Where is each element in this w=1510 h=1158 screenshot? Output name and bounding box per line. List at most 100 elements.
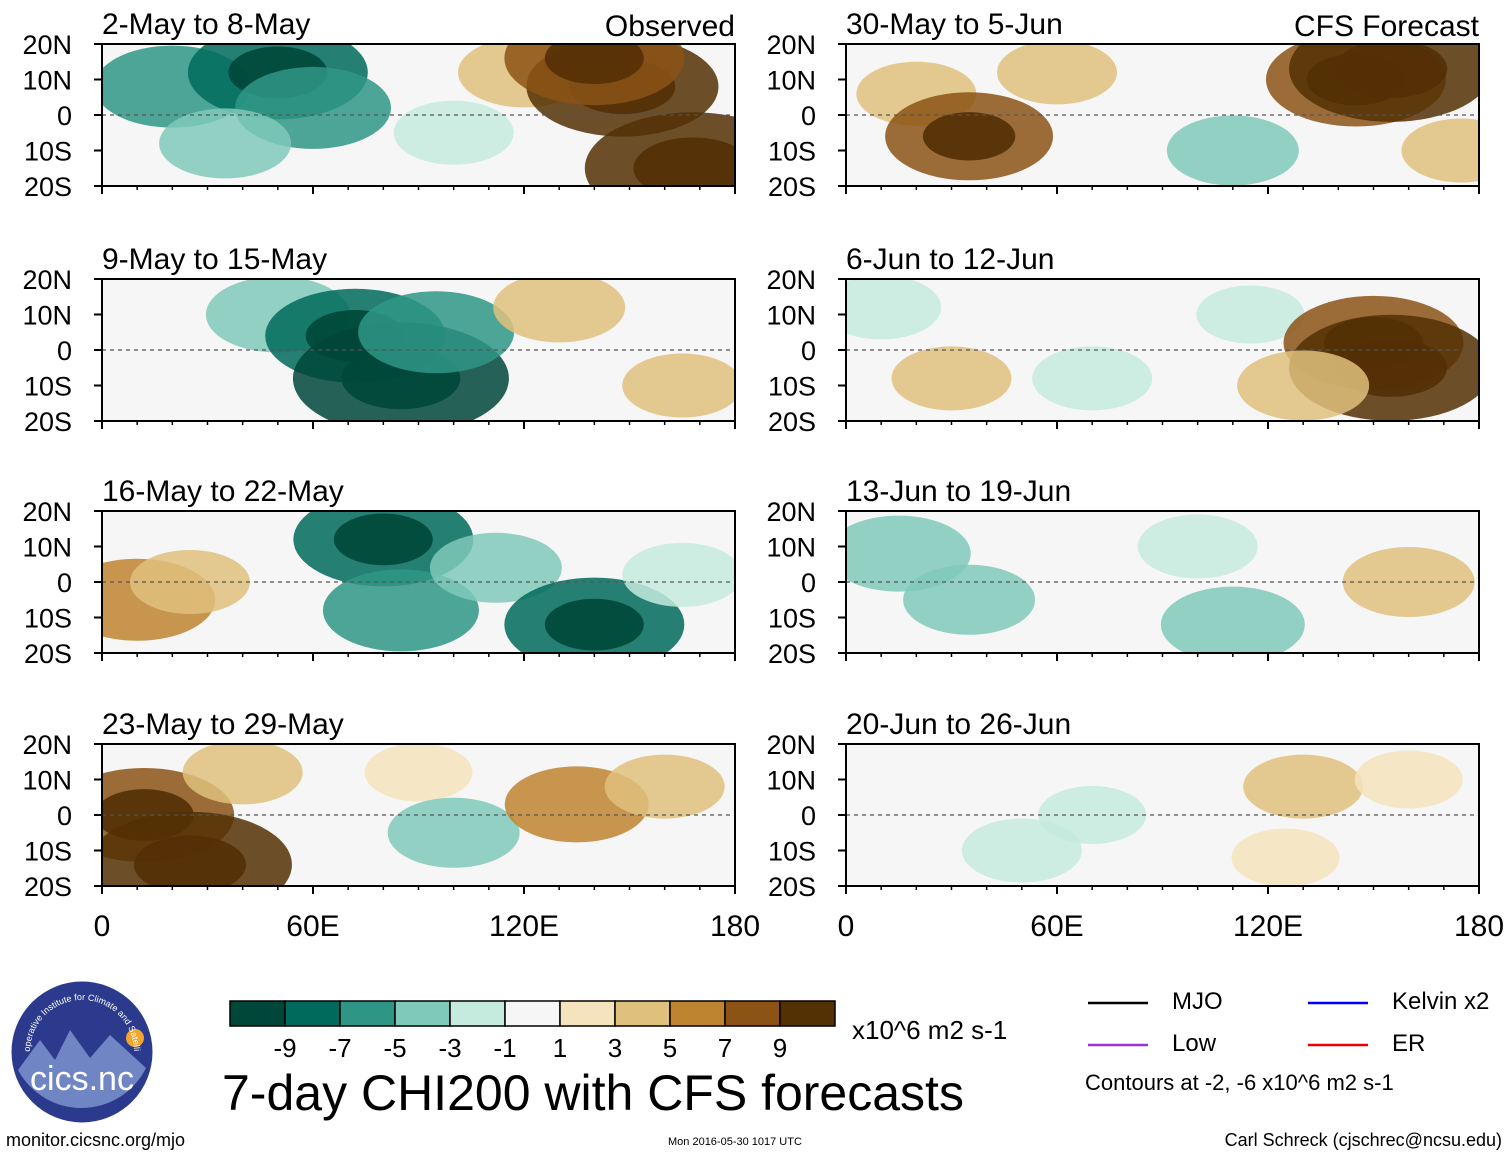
logo-rim xyxy=(8,978,156,1126)
legend-label-kelvin: Kelvin x2 xyxy=(1392,988,1490,1015)
anomaly-blob xyxy=(1038,786,1147,844)
anomaly-blob xyxy=(903,564,1036,635)
panel-title: 16-May to 22-May xyxy=(102,475,344,508)
colorbar-swatch xyxy=(724,1000,781,1027)
anomaly-blob xyxy=(997,44,1117,105)
colorbar-swatch xyxy=(669,1000,726,1027)
column-header: CFS Forecast xyxy=(1294,10,1480,43)
panel-8: 20N 10N 0 10S 20S 20-Jun to 26-Jun 0 60E 120E 180 xyxy=(766,708,1504,943)
y-tick-label: 20N xyxy=(22,497,72,527)
anomaly-core xyxy=(544,598,644,651)
y-tick-label: 10N xyxy=(22,301,72,331)
logo-mountains xyxy=(18,1030,146,1109)
y-tick-label: 20S xyxy=(24,872,72,902)
y-tick-label: 20S xyxy=(768,407,816,437)
anomaly-blob xyxy=(1401,118,1479,183)
colorbar-tick-label: 3 xyxy=(608,1033,622,1063)
y-tick-label: 20S xyxy=(24,639,72,669)
anomaly-blob xyxy=(387,797,520,868)
colorbar-tick-label: 5 xyxy=(663,1033,677,1063)
anomaly-blob xyxy=(393,100,514,165)
y-tick-label: 10S xyxy=(768,137,816,167)
y-tick-label: 10N xyxy=(766,766,816,796)
colorbar-swatch xyxy=(229,1000,286,1027)
y-tick-label: 20S xyxy=(768,172,816,202)
panel-title: 9-May to 15-May xyxy=(102,243,327,276)
y-tick-label: 10N xyxy=(766,66,816,96)
y-tick-label: 20S xyxy=(768,639,816,669)
y-tick-label: 10S xyxy=(768,372,816,402)
y-tick-label: 10N xyxy=(22,66,72,96)
y-tick-label: 10S xyxy=(24,837,72,867)
anomaly-blob xyxy=(1137,514,1258,579)
column-header: Observed xyxy=(605,10,735,43)
legend-label-er: ER xyxy=(1392,1030,1426,1057)
panel-title: 20-Jun to 26-Jun xyxy=(846,708,1071,741)
figure-title: 7-day CHI200 with CFS forecasts xyxy=(222,1065,964,1121)
anomaly-blob xyxy=(891,346,1012,411)
anomaly-blob xyxy=(1231,828,1340,886)
y-tick-label: 0 xyxy=(57,101,72,131)
panel-5: 20N 10N 0 10S 20S 30-May to 5-Jun CFS Forecast xyxy=(766,8,1480,202)
y-tick-label: 10S xyxy=(768,604,816,634)
anomaly-blob xyxy=(358,291,515,374)
anomaly-blob xyxy=(364,744,473,802)
colorbar-swatch xyxy=(339,1000,396,1027)
colorbar-unit: x10^6 m2 s-1 xyxy=(852,1015,1008,1045)
panel-4: 20N 10N 0 10S 20S 23-May to 29-May 0 60E 120E 180 xyxy=(22,708,760,943)
x-tick-label: 60E xyxy=(1030,910,1083,943)
y-tick-label: 20N xyxy=(766,30,816,60)
panel-title: 23-May to 29-May xyxy=(102,708,344,741)
y-tick-label: 10N xyxy=(766,301,816,331)
colorbar-tick-label: -1 xyxy=(493,1033,516,1063)
anomaly-core xyxy=(922,112,1016,161)
x-tick-label: 180 xyxy=(710,910,760,943)
panel-title: 2-May to 8-May xyxy=(102,8,310,41)
y-tick-label: 10S xyxy=(768,837,816,867)
anomaly-blob xyxy=(322,569,479,652)
anomaly-blob xyxy=(124,341,221,394)
author-credit: Carl Schreck (cjschrec@ncsu.edu) xyxy=(1224,1130,1502,1150)
colorbar-swatch xyxy=(504,1000,561,1027)
anomaly-field xyxy=(102,511,735,653)
y-tick-label: 0 xyxy=(801,101,816,131)
anomaly-blob xyxy=(429,532,562,603)
anomaly-blob xyxy=(1166,115,1299,186)
x-tick-label: 60E xyxy=(286,910,339,943)
anomaly-blob xyxy=(846,279,942,340)
anomaly-blob xyxy=(159,108,292,179)
panel-1: 20N 10N 0 10S 20S 2-May to 8-May Observed xyxy=(22,8,736,202)
anomaly-blob xyxy=(1032,346,1153,411)
anomaly-blob xyxy=(1243,754,1364,819)
source-url[interactable]: monitor.cicsnc.org/mjo xyxy=(6,1130,186,1150)
legend-lines xyxy=(1088,1001,1368,1047)
panel-title: 30-May to 5-Jun xyxy=(846,8,1063,41)
anomaly-field xyxy=(846,279,1479,421)
y-tick-label: 0 xyxy=(801,568,816,598)
anomaly-field xyxy=(961,750,1463,886)
y-tick-label: 0 xyxy=(57,336,72,366)
timestamp: Mon 2016-05-30 1017 UTC xyxy=(668,1136,802,1148)
anomaly-blob xyxy=(961,818,1082,883)
anomaly-blob xyxy=(1354,750,1463,809)
colorbar-tick-label: -3 xyxy=(438,1033,461,1063)
y-tick-label: 10N xyxy=(22,766,72,796)
anomaly-blob xyxy=(622,353,735,418)
y-tick-label: 20N xyxy=(766,497,816,527)
anomaly-core xyxy=(1335,44,1448,98)
anomaly-blob xyxy=(493,279,626,343)
y-tick-label: 10S xyxy=(24,372,72,402)
y-tick-label: 20N xyxy=(766,265,816,295)
anomaly-core xyxy=(133,835,246,886)
contour-note: Contours at -2, -6 x10^6 m2 s-1 xyxy=(1085,1070,1394,1095)
x-tick-label: 120E xyxy=(489,910,559,943)
y-tick-label: 0 xyxy=(57,801,72,831)
logo-sun xyxy=(126,1029,144,1047)
y-tick-label: 0 xyxy=(801,801,816,831)
colorbar-tick-label: -9 xyxy=(273,1033,296,1063)
logo-wordmark: cics.nc xyxy=(30,1060,134,1098)
y-tick-label: 10N xyxy=(22,533,72,563)
legend-label-mjo: MJO xyxy=(1172,988,1223,1015)
colorbar-tick-label: 1 xyxy=(553,1033,567,1063)
